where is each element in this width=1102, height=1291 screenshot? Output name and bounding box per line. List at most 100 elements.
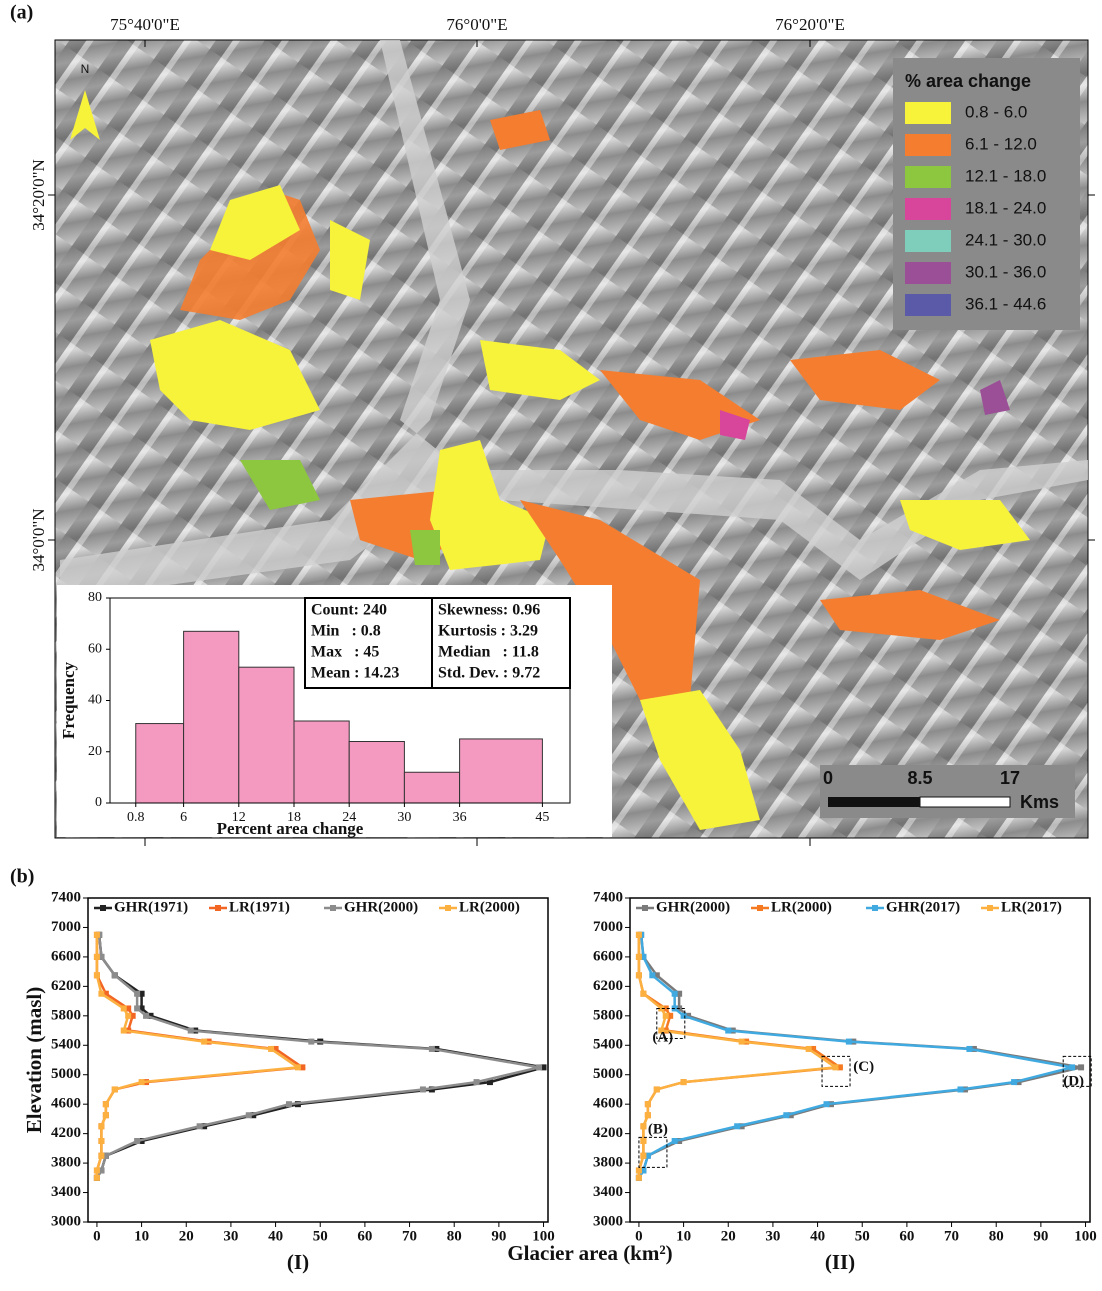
point-marker	[98, 953, 105, 960]
y-axis-label: Elevation (masl)	[22, 987, 46, 1133]
x-tick-label: 10	[134, 1228, 149, 1244]
legend-label: 12.1 - 18.0	[965, 166, 1046, 185]
scale-label: 8.5	[907, 768, 932, 788]
map-y-label: 34°0'0"N	[29, 508, 48, 571]
point-marker	[299, 1064, 306, 1071]
point-marker	[1078, 1064, 1085, 1071]
legend-label: LR(2000)	[459, 899, 520, 915]
legend-label: GHR(2000)	[344, 899, 418, 915]
point-marker	[671, 1138, 678, 1144]
series-line	[637, 934, 1073, 1179]
y-tick-label: 0	[95, 795, 102, 810]
x-tick-label: 80	[989, 1228, 1004, 1244]
point-marker	[102, 990, 109, 997]
point-marker	[640, 1152, 647, 1159]
legend-title: % area change	[905, 71, 1031, 91]
legend-label: LR(2000)	[771, 899, 832, 915]
point-marker	[536, 1064, 543, 1071]
stats-line: Mean : 14.23	[311, 665, 399, 682]
point-marker	[640, 1167, 647, 1174]
series-line	[95, 934, 540, 1179]
x-tick-label: 30	[223, 1228, 238, 1244]
stats-line: Min : 0.8	[311, 623, 381, 640]
x-tick-label: 10	[676, 1228, 691, 1244]
point-marker	[473, 1079, 480, 1086]
point-marker	[134, 990, 141, 997]
north-label: N	[81, 62, 90, 76]
series-line	[95, 934, 306, 1178]
y-tick-label: 3400	[593, 1184, 623, 1200]
point-marker	[120, 1005, 127, 1012]
point-marker	[653, 1086, 660, 1093]
point-marker	[805, 1045, 812, 1052]
histogram-bar	[459, 738, 543, 804]
glacier-patches	[150, 110, 1030, 830]
scale-label: 0	[823, 768, 833, 788]
point-marker	[147, 1012, 154, 1019]
y-tick-label: 4600	[51, 1096, 81, 1112]
point-marker	[187, 1027, 194, 1034]
point-marker	[640, 990, 647, 997]
legend-label: 24.1 - 30.0	[965, 230, 1046, 249]
point-marker	[93, 931, 100, 938]
point-marker	[268, 1045, 275, 1052]
stats-line: Std. Dev. : 9.72	[438, 665, 540, 682]
point-marker	[1011, 1079, 1018, 1086]
point-marker	[134, 1138, 141, 1144]
y-tick-label: 7400	[51, 889, 81, 905]
map-x-label: 75°40'0"E	[110, 15, 180, 34]
annotation: (C)	[853, 1059, 874, 1075]
stats-line: Kurtosis : 3.29	[438, 623, 538, 640]
shared-x-label: Glacier area (km²)	[507, 1241, 672, 1265]
y-tick-label: 7400	[593, 889, 623, 905]
point-marker	[836, 1064, 843, 1071]
point-marker	[102, 1152, 109, 1159]
x-tick-label: 40	[268, 1228, 283, 1244]
point-marker	[138, 990, 145, 997]
line-chart: 3000 3400 3800 4200 4600 5000 5400 5800 6200 6600…	[593, 889, 1097, 1273]
plot-frame	[87, 897, 549, 1223]
x-tick-label: 50	[313, 1228, 328, 1244]
y-tick-label: 3000	[593, 1213, 623, 1229]
point-marker	[823, 1101, 830, 1108]
y-axis-label: Frequency	[59, 661, 78, 739]
point-marker	[734, 1123, 741, 1130]
point-marker	[93, 1174, 100, 1181]
y-tick-label: 20	[88, 744, 102, 759]
point-marker	[111, 972, 118, 979]
zoom-box	[656, 1007, 686, 1039]
legend: % area change 0.8 - 6.0 6.1 - 12.0 12.1 - …	[893, 58, 1080, 330]
point-marker	[125, 1012, 132, 1019]
y-tick-label: 6200	[51, 978, 81, 994]
point-marker	[635, 1174, 642, 1181]
point-marker	[662, 1012, 669, 1019]
point-marker	[98, 1167, 105, 1174]
stats-box	[431, 597, 571, 689]
y-tick-label: 4200	[593, 1125, 623, 1141]
point-marker	[245, 1112, 252, 1119]
y-tick-label: 5400	[51, 1037, 81, 1053]
x-tick-label: 30	[397, 810, 411, 825]
y-tick-label: 40	[88, 693, 102, 708]
legend-swatch	[905, 134, 951, 156]
stats-line: Skewness: 0.96	[438, 602, 540, 619]
y-tick-label: 3400	[51, 1184, 81, 1200]
y-tick-label: 6200	[593, 978, 623, 994]
point-marker	[1069, 1064, 1076, 1071]
point-marker	[680, 1012, 687, 1019]
stats-box	[304, 597, 433, 689]
x-tick-label: 24	[342, 810, 356, 825]
histogram-bar	[238, 666, 295, 804]
point-marker	[428, 1045, 435, 1052]
x-tick-label: 90	[1033, 1228, 1048, 1244]
north-arrow	[70, 90, 100, 140]
legend-marker	[757, 905, 763, 911]
series-line	[637, 934, 839, 1178]
legend-label: 0.8 - 6.0	[965, 102, 1027, 121]
x-tick-label: 100	[1074, 1228, 1097, 1244]
point-marker	[540, 1064, 547, 1071]
point-marker	[810, 1045, 817, 1052]
y-tick-label: 6600	[593, 948, 623, 964]
legend-marker	[642, 905, 648, 911]
point-marker	[93, 953, 100, 960]
